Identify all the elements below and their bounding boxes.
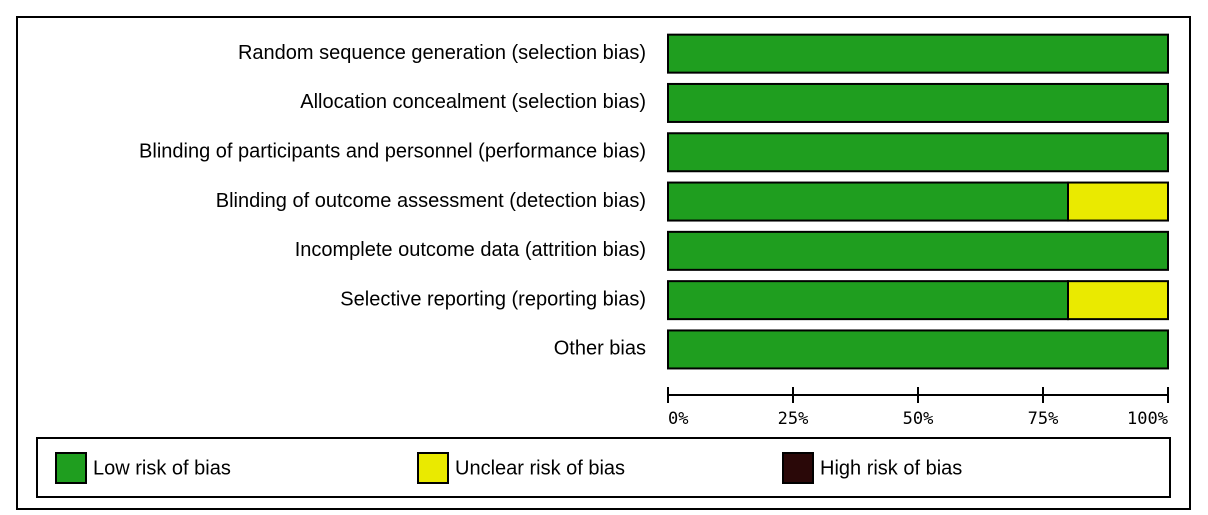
bar-segment: [1067, 280, 1169, 321]
x-tick-label: 75%: [1028, 409, 1059, 429]
bar-segment: [1067, 181, 1169, 222]
x-tick-label: 100%: [1127, 409, 1168, 429]
legend-swatch: [782, 452, 814, 484]
bar-segment: [667, 33, 1169, 74]
legend-swatch: [417, 452, 449, 484]
x-tick-label: 25%: [778, 409, 809, 429]
category-label: Incomplete outcome data (attrition bias): [295, 239, 646, 261]
bar-segment: [667, 132, 1169, 173]
x-tick-label: 50%: [903, 409, 934, 429]
bar-segment: [667, 82, 1169, 123]
x-tick-label: 0%: [668, 409, 688, 429]
bar-segment: [667, 181, 1069, 222]
category-label: Selective reporting (reporting bias): [340, 288, 646, 310]
bar-segment: [667, 329, 1169, 370]
legend-label: Low risk of bias: [93, 457, 231, 479]
category-label: Other bias: [554, 338, 646, 360]
category-label: Allocation concealment (selection bias): [300, 91, 646, 113]
bar-segment: [667, 280, 1069, 321]
legend-label: High risk of bias: [820, 457, 962, 479]
legend-swatch: [55, 452, 87, 484]
category-label: Blinding of participants and personnel (…: [139, 141, 646, 163]
category-label: Blinding of outcome assessment (detectio…: [216, 190, 646, 212]
legend-box: [36, 437, 1171, 498]
category-label: Random sequence generation (selection bi…: [238, 42, 646, 64]
bar-segment: [667, 230, 1169, 271]
legend-label: Unclear risk of bias: [455, 457, 625, 479]
